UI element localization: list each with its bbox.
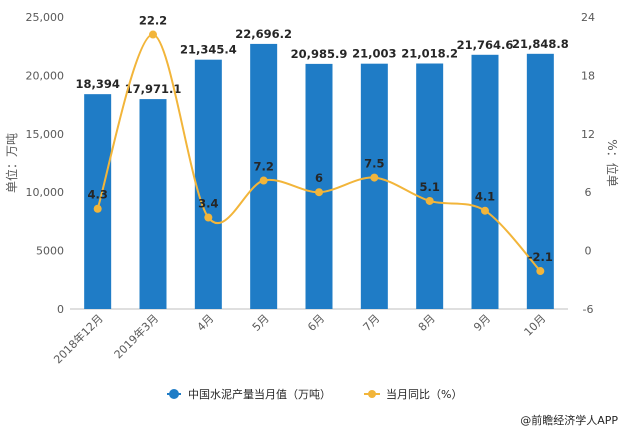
yoy-value-label: 6 bbox=[315, 171, 323, 185]
x-tick-label: 2018年12月 bbox=[51, 311, 106, 366]
yoy-point bbox=[536, 267, 545, 276]
yoy-point bbox=[93, 204, 102, 213]
right-tick-label: 0 bbox=[585, 245, 592, 258]
yoy-point bbox=[259, 176, 268, 185]
bar-value-label: 21,003 bbox=[352, 47, 396, 61]
yoy-point bbox=[481, 206, 489, 215]
x-tick-label: 5月 bbox=[250, 312, 272, 334]
x-tick-label: 8月 bbox=[416, 312, 438, 334]
left-tick-label: 10,000 bbox=[26, 186, 65, 199]
bar bbox=[305, 63, 333, 309]
bar-value-label: 21,848.8 bbox=[512, 37, 569, 51]
left-tick-label: 0 bbox=[57, 303, 64, 316]
right-tick-label: 12 bbox=[581, 128, 595, 141]
left-axis-title: 单位：万吨 bbox=[4, 133, 19, 193]
yoy-point bbox=[315, 188, 323, 197]
left-tick-label: 25,000 bbox=[26, 11, 65, 24]
yoy-point bbox=[204, 213, 213, 222]
x-tick-label: 6月 bbox=[305, 312, 327, 334]
legend-line-label: 当月同比（%） bbox=[386, 387, 462, 401]
plot-area: 18,394 17,971.1 21,345.4 22,696.2 20,985.9 21… bbox=[70, 14, 569, 310]
legend: 中国水泥产量当月值（万吨） 当月同比（%） bbox=[167, 387, 462, 401]
x-tick-label: 4月 bbox=[195, 312, 217, 334]
yoy-value-label: 22.2 bbox=[139, 14, 167, 28]
bar-value-label: 22,696.2 bbox=[235, 27, 292, 41]
yoy-point bbox=[370, 173, 379, 182]
bar bbox=[360, 63, 388, 309]
bar-value-label: 18,394 bbox=[75, 77, 119, 91]
left-axis-ticks: 0 5000 10,000 15,000 20,000 25,000 bbox=[26, 11, 65, 316]
legend-line-marker bbox=[368, 390, 376, 398]
bar-value-label: 17,971.1 bbox=[125, 82, 182, 96]
legend-bar-marker bbox=[169, 389, 179, 399]
bar bbox=[526, 53, 554, 309]
x-tick-label: 9月 bbox=[471, 312, 493, 334]
yoy-value-label: 5.1 bbox=[419, 180, 439, 194]
right-tick-label: 24 bbox=[581, 11, 595, 24]
bar bbox=[194, 59, 222, 309]
right-axis-title: %：位单 bbox=[605, 139, 620, 186]
bar-value-label: 21,345.4 bbox=[180, 43, 237, 57]
yoy-value-label: -2.1 bbox=[528, 250, 553, 264]
bar bbox=[139, 99, 167, 309]
yoy-value-label: 4.1 bbox=[475, 190, 495, 204]
right-tick-label: -6 bbox=[583, 303, 594, 316]
right-tick-label: 18 bbox=[581, 69, 595, 82]
bar bbox=[416, 63, 444, 310]
x-tick-label: 7月 bbox=[361, 312, 383, 334]
x-tick-label: 10月 bbox=[522, 312, 549, 339]
bar bbox=[471, 54, 499, 309]
bar-value-label: 20,985.9 bbox=[291, 47, 348, 61]
yoy-value-label: 7.5 bbox=[364, 157, 384, 171]
left-tick-label: 5000 bbox=[36, 245, 64, 258]
bar bbox=[84, 94, 112, 309]
yoy-point bbox=[425, 196, 434, 205]
source-credit: @前瞻经济学人APP bbox=[520, 413, 618, 427]
legend-bar-label: 中国水泥产量当月值（万吨） bbox=[188, 387, 331, 401]
left-tick-label: 20,000 bbox=[26, 69, 65, 82]
x-tick-label: 2019年3月 bbox=[111, 311, 161, 361]
right-tick-label: 6 bbox=[585, 186, 592, 199]
yoy-value-label: 3.4 bbox=[198, 197, 218, 211]
bar-value-label: 21,764.6 bbox=[457, 38, 514, 52]
yoy-value-label: 4.3 bbox=[87, 188, 107, 202]
left-tick-label: 15,000 bbox=[26, 128, 65, 141]
yoy-point bbox=[149, 30, 157, 39]
right-axis-ticks: -6 0 6 12 18 24 bbox=[581, 11, 595, 316]
bar bbox=[250, 43, 278, 309]
x-axis-ticks: 2018年12月 2019年3月 4月 5月 6月 7月 8月 9月 10月 bbox=[51, 311, 549, 366]
bar-value-label: 21,018.2 bbox=[401, 47, 458, 61]
yoy-value-label: 7.2 bbox=[253, 160, 273, 174]
